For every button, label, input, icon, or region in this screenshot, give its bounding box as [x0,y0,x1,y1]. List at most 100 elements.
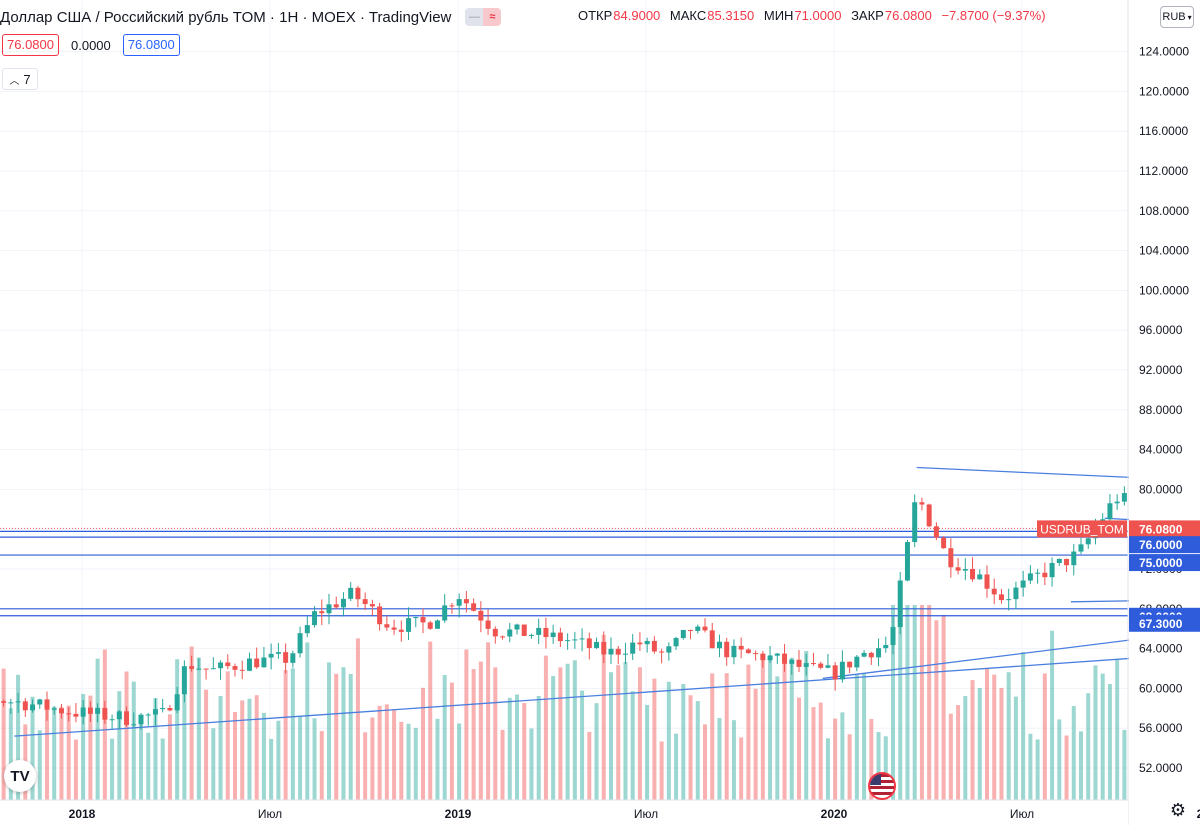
candle-body [1085,538,1091,545]
candle-body [1042,572,1048,578]
volume-bar [876,732,881,800]
volume-bar [363,732,368,800]
volume-bar [934,620,939,800]
candle-body [991,588,997,595]
volume-bar [948,713,953,800]
volume-bar [442,675,447,800]
candle-body [883,645,889,649]
candle-body [760,653,766,661]
volume-bar [862,673,867,800]
volume-bar [572,660,577,800]
price-tick-label: 124.0000 [1139,45,1189,59]
indicator-count: 7 [23,71,31,87]
volume-bar [825,738,830,800]
volume-bar [674,733,679,800]
volume-bar [348,674,353,800]
volume-bar [1079,731,1084,800]
volume-bar [891,605,896,800]
candle-body [377,606,383,625]
volume-bar [30,696,35,800]
candle-body [977,574,983,580]
volume-bar [1093,665,1098,800]
candle-body [926,504,932,527]
volume-bar [804,651,809,800]
sell-button[interactable]: 76.0800 [2,34,59,56]
candle-body [261,657,267,668]
level-price-value: 67.3000 [1139,617,1183,631]
candle-body [1027,573,1033,581]
volume-bar [833,718,838,800]
price-tick-label: 100.0000 [1139,283,1189,297]
symbol-title[interactable]: Доллар США / Российский рубль TOM · 1Н ·… [0,8,452,26]
volume-bar [985,668,990,800]
volume-bar [543,655,548,800]
ohlc-readout: ОТКР84.9000 МАКС85.3150 МИН71.0000 ЗАКР7… [578,8,1052,23]
volume-bar [565,663,570,800]
volume-bar [1021,652,1026,800]
candle-body [116,711,122,720]
level-price-bg [1129,614,1200,632]
candle-body [854,656,860,668]
chevron-down-icon: ▾ [1187,12,1192,22]
candle-body [80,707,86,717]
volume-bar [102,649,107,800]
candle-body [897,580,903,628]
candle-body [442,605,448,621]
gear-icon[interactable]: ⚙ [1169,800,1186,820]
volume-bar [912,605,917,800]
volume-bar [659,741,664,800]
candle-body [579,638,585,640]
buy-button[interactable]: 76.0800 [122,34,180,56]
us-flag-icon [868,772,896,800]
volume-bar [731,720,736,800]
candle-body [456,599,462,606]
candle-body [492,628,498,637]
volume-bar [753,688,758,800]
candle-body [304,625,310,634]
volume-bar [883,736,888,800]
volume-bar [811,707,816,800]
volume-bar [927,605,932,800]
tradingview-logo-icon[interactable]: TV [4,760,36,792]
currency-selector[interactable]: RUB ▾ [1160,6,1194,28]
candle-body [832,665,838,680]
candle-body [160,707,166,710]
volume-bar [1035,739,1040,800]
price-tick-label: 92.0000 [1139,363,1183,377]
volume-bar [334,673,339,800]
candle-body [680,629,686,639]
trendline [822,630,1200,680]
level-price-value: 75.0000 [1139,556,1183,570]
candle-body [283,652,289,663]
compare-toggle[interactable]: — ≈ [465,8,502,26]
price-axis-bg [1129,0,1200,825]
volume-bar [341,667,346,800]
volume-bar [392,709,397,800]
volume-bar [898,605,903,800]
candle-body [753,653,759,655]
volume-bar [507,697,512,800]
time-tick-label: 2021 [1197,807,1200,821]
candle-body [203,668,209,670]
candle-body [30,704,36,711]
volume-bar [1086,693,1091,800]
symbol-label-bg [1037,520,1127,538]
volume-bar [594,703,599,800]
volume-bar [146,732,151,800]
volume-bar [666,681,671,800]
volume-bar [370,717,375,800]
volume-bar [652,678,657,800]
volume-bar [956,705,961,800]
candle-body [847,661,853,668]
candle-body [406,618,412,632]
candle-body [348,587,354,599]
volume-bar [421,687,426,800]
current-price-bg [1129,520,1200,538]
volume-bar [558,667,563,800]
volume-bar [637,667,642,800]
indicators-toggle[interactable]: ︿ 7 [2,68,38,90]
candle-body [369,604,375,607]
volume-bar [739,737,744,800]
candle-body [384,624,390,628]
